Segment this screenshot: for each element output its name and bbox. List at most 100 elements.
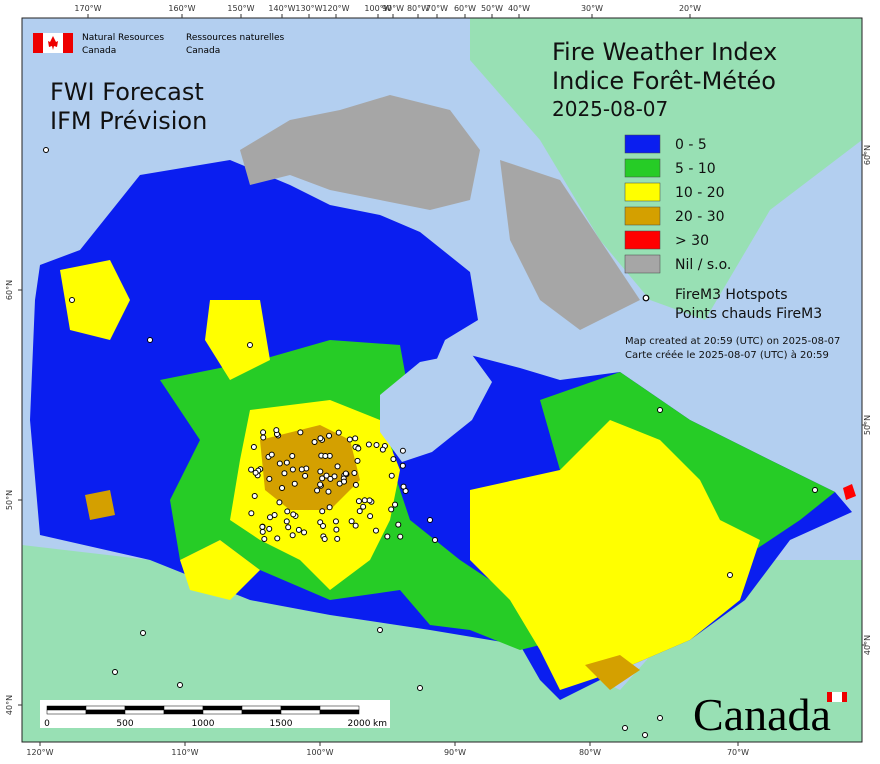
lon-label: 90°W: [382, 4, 404, 13]
hotspot: [261, 535, 268, 542]
scale-seg: [124, 709, 165, 715]
hotspot: [342, 470, 349, 477]
hotspot: [812, 487, 818, 493]
scale-seg: [163, 709, 204, 715]
hotspots: [43, 147, 818, 738]
scale-label: 500: [116, 719, 133, 729]
legend-label: 10 - 20: [675, 185, 725, 201]
hotspot: [373, 442, 380, 449]
top-axis: 170°W 160°W 150°W 140°W 130°W 120°W 100°W90°W 8…: [74, 4, 701, 18]
hotspot: [283, 518, 290, 525]
hotspot: [271, 512, 278, 519]
hotspot: [259, 523, 266, 530]
hotspot: [366, 497, 373, 504]
hotspot: [351, 470, 358, 477]
hotspot: [285, 524, 292, 531]
hotspot: [279, 485, 286, 492]
hotspot: [392, 501, 399, 508]
lon-label: 100°W: [364, 4, 391, 13]
hotspot: [323, 472, 330, 479]
hotspot: [622, 725, 628, 731]
lat-label: 50°N: [5, 490, 14, 510]
lon-label: 20°W: [679, 4, 701, 13]
hotspot: [727, 572, 733, 578]
hotspot: [354, 457, 361, 464]
hotspot: [319, 475, 326, 482]
lon-label: 170°W: [74, 4, 101, 13]
hotspot: [248, 466, 255, 473]
hotspot: [273, 427, 280, 434]
hotspot: [302, 472, 309, 479]
hotspot: [352, 522, 359, 529]
hotspot: [289, 466, 296, 473]
hotspot: [260, 429, 267, 436]
hotspot-key: [642, 294, 650, 302]
scale-seg: [85, 709, 126, 715]
scale-seg: [202, 705, 243, 711]
hotspot: [248, 510, 255, 517]
fwi-class-2: [205, 300, 270, 380]
hotspot: [283, 459, 290, 466]
fwi-class-3: [85, 490, 115, 520]
lon-label: 70°W: [727, 748, 749, 757]
legend-label: Nil / s.o.: [675, 257, 731, 273]
hotspot: [281, 470, 288, 477]
legend-swatch: [624, 230, 661, 250]
hotspot: [432, 537, 438, 543]
greenland: [470, 18, 862, 320]
hotspot: [657, 715, 663, 721]
hotspot: [260, 434, 267, 441]
hotspot: [356, 508, 363, 515]
hudson-bay: [380, 352, 492, 462]
lon-label: 80°W: [579, 748, 601, 757]
hotspot: [320, 522, 327, 529]
agency-en: Canada: [82, 46, 116, 56]
lon-label: 120°W: [322, 4, 349, 13]
scale-label: 1500: [270, 719, 293, 729]
hotspot: [322, 452, 329, 459]
hotspot: [291, 480, 298, 487]
scale-seg: [319, 705, 360, 711]
hotspot: [372, 527, 379, 534]
wordmark-flag: [832, 692, 842, 702]
hotspot: [295, 526, 302, 533]
scale-seg: [280, 705, 321, 711]
lat-label: 60°N: [863, 145, 872, 165]
legend-swatch: [624, 158, 661, 178]
hotspot: [317, 435, 324, 442]
hotspot: [340, 478, 347, 485]
scale-bar: 0 500 1000 1500 2000 km: [40, 700, 390, 729]
hotspot: [319, 508, 326, 515]
hotspot: [268, 451, 275, 458]
hotspot: [365, 441, 372, 448]
fwi-class-4: [843, 484, 856, 500]
hotspot: [266, 525, 273, 532]
hotspot: [326, 504, 333, 511]
fwi-class-3: [260, 425, 360, 510]
hotspot: [317, 468, 324, 475]
scale-seg: [46, 709, 87, 715]
hotspot: [377, 627, 383, 633]
hotspot: [247, 342, 253, 348]
legend-swatch: [624, 254, 661, 274]
hotspot: [298, 466, 305, 473]
map-area: [21, 17, 863, 743]
right-axis: 60°N 50°N 40°N: [862, 145, 872, 655]
hotspot: [326, 432, 333, 439]
lon-label: 50°W: [481, 4, 503, 13]
hotspot: [147, 337, 153, 343]
hotspot: [177, 682, 183, 688]
wordmark-flag: [842, 692, 847, 702]
scale-label: 1000: [192, 719, 215, 729]
bottom-axis: 120°W 110°W 100°W 90°W 80°W 70°W: [26, 742, 749, 757]
hotspot: [276, 460, 283, 467]
hotspot: [327, 475, 334, 482]
legend-label: > 30: [675, 233, 709, 249]
scale-seg: [46, 705, 87, 711]
lat-label: 50°N: [863, 415, 872, 435]
wordmark: Canada: [693, 689, 831, 740]
scale-seg: [319, 709, 360, 715]
hotspot: [400, 483, 407, 490]
lon-label: 160°W: [168, 4, 195, 13]
